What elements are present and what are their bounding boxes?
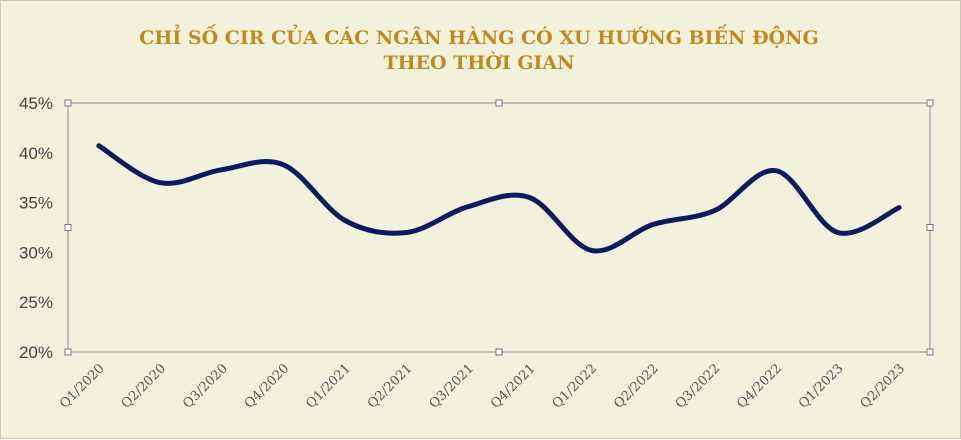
x-tick-label: Q1/2022 [550, 361, 600, 411]
x-tick-label: Q3/2020 [180, 361, 230, 411]
x-tick-label: Q3/2021 [427, 361, 477, 411]
y-tick-label: 40% [19, 144, 53, 163]
x-tick-label: Q2/2020 [119, 361, 169, 411]
y-tick-label: 30% [19, 243, 53, 262]
resize-handle[interactable] [64, 348, 72, 356]
chart-title-line-1: CHỈ SỐ CIR CỦA CÁC NGÂN HÀNG CÓ XU HƯỚNG… [139, 23, 818, 49]
x-tick-label: Q4/2021 [488, 361, 538, 411]
resize-handle[interactable] [495, 348, 503, 356]
chart-title-line-2: THEO THỜI GIAN [383, 51, 574, 74]
series-line [96, 143, 902, 254]
resize-handle[interactable] [926, 224, 934, 231]
x-tick-label: Q4/2022 [734, 361, 784, 411]
y-tick-label: 25% [19, 293, 53, 312]
x-tick-label: Q4/2020 [242, 361, 292, 411]
resize-handle[interactable] [926, 348, 934, 356]
resize-handle[interactable] [495, 99, 503, 107]
x-tick-label: Q2/2021 [365, 361, 415, 411]
x-tick-label: Q2/2023 [858, 361, 908, 411]
plot-area-frame [67, 102, 931, 353]
x-tick-label: Q2/2022 [611, 361, 661, 411]
resize-handle[interactable] [64, 224, 72, 231]
y-tick-label: 45% [19, 94, 53, 113]
x-tick-label: Q1/2023 [796, 361, 846, 411]
y-tick-label: 20% [19, 343, 53, 362]
x-tick-label: Q3/2022 [673, 361, 723, 411]
resize-handle[interactable] [926, 99, 934, 107]
y-tick-label: 35% [19, 194, 53, 213]
x-tick-label: Q1/2021 [303, 361, 353, 411]
resize-handle[interactable] [64, 99, 72, 107]
x-tick-label: Q1/2020 [57, 361, 107, 411]
